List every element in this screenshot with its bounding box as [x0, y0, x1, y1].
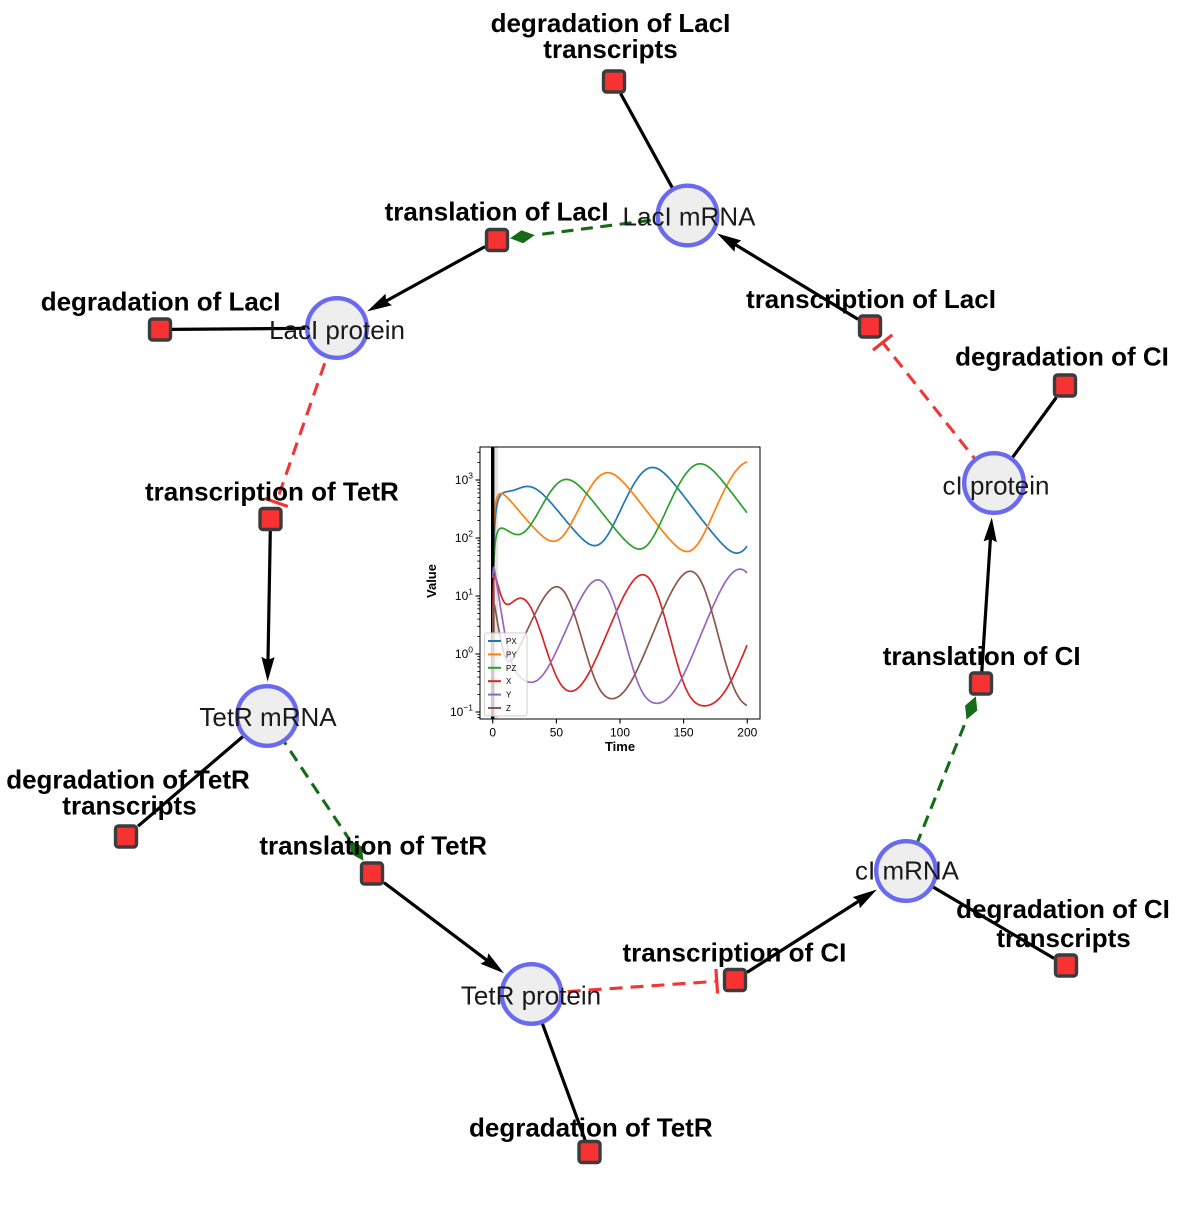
svg-text:degradation of CI: degradation of CI	[955, 342, 1169, 372]
svg-text:LacI mRNA: LacI mRNA	[623, 202, 757, 232]
svg-text:TetR mRNA: TetR mRNA	[199, 702, 337, 732]
svg-text:X: X	[506, 677, 512, 686]
svg-text:0: 0	[489, 726, 496, 740]
svg-text:translation of LacI: translation of LacI	[385, 196, 609, 226]
svg-text:degradation of CI: degradation of CI	[956, 894, 1170, 924]
svg-text:degradation of LacI: degradation of LacI	[41, 286, 281, 316]
svg-text:Value: Value	[424, 564, 439, 598]
svg-text:PX: PX	[506, 637, 517, 646]
svg-text:transcripts: transcripts	[996, 923, 1130, 953]
svg-text:cI mRNA: cI mRNA	[855, 856, 960, 886]
svg-text:translation of TetR: translation of TetR	[259, 831, 487, 861]
svg-text:transcription of LacI: transcription of LacI	[746, 284, 996, 314]
svg-text:100: 100	[610, 726, 630, 740]
svg-text:TetR protein: TetR protein	[461, 981, 601, 1011]
svg-text:Time: Time	[605, 739, 635, 754]
svg-text:transcription of CI: transcription of CI	[622, 938, 846, 968]
svg-text:Y: Y	[506, 691, 512, 700]
svg-text:degradation of LacI: degradation of LacI	[491, 8, 731, 38]
svg-text:transcripts: transcripts	[62, 791, 196, 821]
svg-text:Z: Z	[506, 704, 511, 713]
svg-text:cI protein: cI protein	[943, 471, 1050, 501]
svg-text:transcription of TetR: transcription of TetR	[145, 476, 399, 506]
svg-text:degradation of TetR: degradation of TetR	[6, 764, 250, 794]
svg-text:translation of CI: translation of CI	[883, 641, 1081, 671]
svg-text:150: 150	[674, 726, 694, 740]
svg-text:200: 200	[737, 726, 757, 740]
svg-text:PZ: PZ	[506, 664, 516, 673]
svg-text:degradation of TetR: degradation of TetR	[469, 1113, 713, 1143]
svg-text:50: 50	[550, 726, 564, 740]
svg-text:LacI protein: LacI protein	[269, 315, 405, 345]
svg-text:PY: PY	[506, 650, 517, 659]
svg-text:transcripts: transcripts	[543, 34, 677, 64]
